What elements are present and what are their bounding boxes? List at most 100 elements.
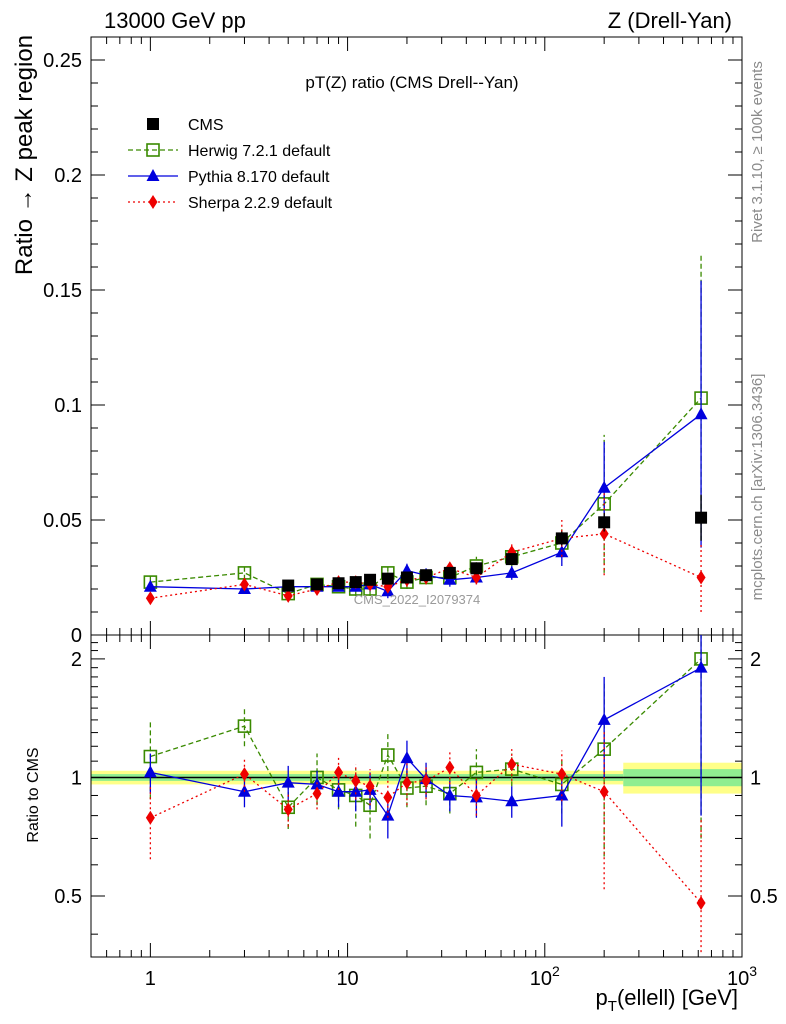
ratio-frame bbox=[90, 634, 743, 958]
series-line-pythia bbox=[150, 413, 702, 593]
point-cms bbox=[443, 566, 456, 579]
y-tick-label: 0.25 bbox=[43, 50, 82, 72]
x-tick-label: 10 bbox=[336, 968, 358, 990]
legend-marker-herwig bbox=[146, 143, 160, 157]
rivet-label: Rivet 3.1.10, ≥ 100k events bbox=[749, 61, 766, 243]
ratio-point-sherpa bbox=[471, 788, 481, 803]
ratio-point-sherpa bbox=[383, 790, 393, 805]
ratio-y-axis-label: Ratio to CMS bbox=[25, 747, 42, 842]
ratio-series-sherpa bbox=[145, 729, 706, 953]
point-cms bbox=[282, 579, 295, 592]
ratio-point-pythia bbox=[505, 794, 519, 807]
ratio-point-herwig bbox=[381, 748, 395, 762]
legend-marker-pythia bbox=[146, 169, 160, 181]
ratio-point-pythia bbox=[443, 788, 457, 801]
header-left: 13000 GeV pp bbox=[104, 8, 246, 33]
y-tick-label: 0.15 bbox=[43, 280, 82, 302]
ratio-point-sherpa bbox=[557, 767, 567, 782]
point-cms bbox=[332, 577, 345, 590]
point-cms bbox=[364, 573, 377, 586]
ratio-point-sherpa bbox=[351, 773, 361, 788]
series-cms bbox=[282, 494, 708, 592]
point-cms bbox=[311, 578, 324, 591]
x-tick-label: 103 bbox=[727, 963, 757, 990]
series-line-herwig bbox=[150, 397, 702, 595]
ratio-point-pythia bbox=[332, 784, 346, 797]
ratio-point-pythia bbox=[349, 784, 363, 797]
point-cms bbox=[381, 572, 394, 585]
point-cms bbox=[400, 571, 413, 584]
legend-label-sherpa: Sherpa 2.2.9 default bbox=[188, 195, 333, 212]
point-pythia bbox=[694, 407, 708, 420]
ratio-point-sherpa bbox=[145, 810, 155, 825]
mcplots-label: mcplots.cern.ch [arXiv:1306.3436] bbox=[749, 374, 766, 601]
ratio-point-sherpa bbox=[239, 767, 249, 782]
ratio-point-sherpa bbox=[402, 775, 412, 790]
x-axis-title: pT(ellell) [GeV] bbox=[596, 985, 738, 1015]
ratio-y-tick-label-right: 0.5 bbox=[750, 886, 778, 908]
legend-label-herwig: Herwig 7.2.1 default bbox=[188, 143, 331, 160]
point-pythia bbox=[597, 480, 611, 493]
main-panel: 0 0.05 0.1 0.15 0.2 0.25 bbox=[43, 36, 743, 647]
series-herwig bbox=[143, 255, 708, 601]
point-cms bbox=[470, 562, 483, 575]
series-pythia bbox=[143, 280, 708, 599]
ratio-point-pythia bbox=[281, 775, 295, 788]
legend-marker-sherpa bbox=[148, 195, 158, 209]
ratio-point-pythia bbox=[400, 751, 414, 764]
ratio-point-sherpa bbox=[312, 786, 322, 801]
point-cms bbox=[505, 553, 518, 566]
point-cms bbox=[555, 532, 568, 545]
point-sherpa bbox=[599, 526, 609, 541]
ratio-line-sherpa bbox=[150, 763, 702, 904]
ratio-point-pythia bbox=[143, 765, 157, 778]
ratio-y-tick-label: 1 bbox=[71, 767, 82, 789]
x-tick-label: 1 bbox=[145, 968, 156, 990]
ratio-line-herwig bbox=[150, 658, 702, 809]
point-cms bbox=[420, 569, 433, 582]
ratio-point-pythia bbox=[381, 808, 395, 821]
ratio-point-sherpa bbox=[599, 784, 609, 799]
point-sherpa bbox=[239, 577, 249, 592]
ratio-point-sherpa bbox=[696, 895, 706, 910]
point-cms bbox=[695, 511, 708, 524]
legend-label-cms: CMS bbox=[188, 117, 224, 134]
ratio-series-herwig bbox=[143, 635, 708, 857]
x-tick-label: 102 bbox=[530, 963, 560, 990]
ratio-point-sherpa bbox=[334, 765, 344, 780]
legend-title: pT(Z) ratio (CMS Drell--Yan) bbox=[305, 73, 518, 92]
ratio-point-herwig bbox=[237, 719, 252, 733]
point-sherpa bbox=[283, 588, 293, 603]
point-sherpa bbox=[696, 570, 706, 585]
ratio-point-sherpa bbox=[365, 779, 375, 794]
legend-label-pythia: Pythia 8.170 default bbox=[188, 169, 330, 186]
y-tick-label: 0 bbox=[71, 625, 82, 647]
y-tick-label: 0.05 bbox=[43, 510, 82, 532]
legend: CMS Herwig 7.2.1 default Pythia 8.170 defa… bbox=[128, 117, 333, 212]
ratio-point-pythia bbox=[694, 660, 708, 673]
point-cms bbox=[349, 576, 362, 589]
header-right: Z (Drell-Yan) bbox=[608, 8, 732, 33]
y-tick-label: 0.1 bbox=[54, 395, 82, 417]
ratio-y-tick-label-right: 2 bbox=[750, 649, 761, 671]
point-herwig bbox=[237, 566, 252, 580]
ratio-y-tick-label: 0.5 bbox=[54, 886, 82, 908]
series-line-sherpa bbox=[150, 533, 702, 599]
point-pythia bbox=[505, 565, 519, 578]
y-tick-label: 0.2 bbox=[54, 165, 82, 187]
ratio-line-pythia bbox=[150, 667, 702, 818]
ratio-point-sherpa bbox=[445, 760, 455, 775]
x-axis-title-text: pT(ellell) [GeV] bbox=[596, 985, 738, 1015]
point-pythia bbox=[143, 579, 157, 592]
ratio-point-sherpa bbox=[421, 773, 431, 788]
point-cms bbox=[598, 516, 611, 529]
main-y-axis-label: Ratio → Z peak region bbox=[11, 35, 38, 275]
point-sherpa bbox=[145, 591, 155, 606]
ratio-y-tick-label: 2 bbox=[71, 649, 82, 671]
ratio-point-sherpa bbox=[283, 802, 293, 817]
watermark: CMS_2022_I2079374 bbox=[354, 592, 481, 607]
ratio-point-pythia bbox=[597, 712, 611, 725]
ratio-y-tick-label-right: 1 bbox=[750, 767, 761, 789]
ratio-panel: 1 10 102 103 0.5 0.5 1 1 2 2 bbox=[54, 634, 778, 990]
